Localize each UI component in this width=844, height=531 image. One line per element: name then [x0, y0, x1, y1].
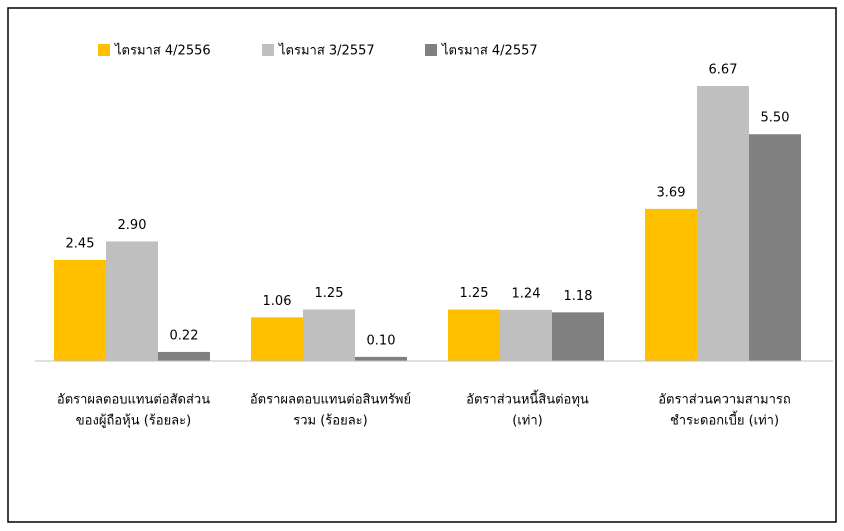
value-label: 0.10	[367, 333, 396, 348]
bar	[106, 241, 158, 361]
category-label: อัตราผลตอบแทนต่อสัดส่วน	[57, 393, 210, 408]
value-label: 1.25	[315, 286, 344, 301]
value-label: 1.25	[460, 286, 489, 301]
value-label: 3.69	[657, 185, 686, 200]
category-label: ชำระดอกเบี้ย (เท่า)	[670, 411, 779, 429]
legend-label: ไตรมาส 3/2557	[278, 43, 375, 59]
bar	[158, 351, 210, 361]
bar	[552, 312, 604, 361]
category-label: ของผู้ถือหุ้น (ร้อยละ)	[76, 413, 191, 429]
legend-swatch	[98, 44, 110, 56]
value-label: 5.50	[761, 111, 790, 126]
value-label: 1.24	[512, 286, 541, 301]
bar	[54, 259, 106, 361]
bar	[303, 309, 355, 361]
category-label: อัตราผลตอบแทนต่อสินทรัพย์	[250, 392, 411, 408]
value-label: 2.90	[118, 218, 147, 233]
bar	[500, 309, 552, 361]
value-label: 6.67	[709, 63, 738, 78]
legend-label: ไตรมาส 4/2557	[441, 43, 538, 59]
value-label: 1.06	[263, 294, 292, 309]
value-label: 1.18	[564, 289, 593, 304]
value-label: 0.22	[170, 328, 199, 343]
legend-label: ไตรมาส 4/2556	[114, 43, 211, 59]
bar	[697, 86, 749, 361]
category-label: (เท่า)	[512, 414, 542, 429]
bar	[645, 208, 697, 361]
category-label: อัตราส่วนหนี้สินต่อทุน	[466, 390, 589, 408]
legend-swatch	[262, 44, 274, 56]
category-label: รวม (ร้อยละ)	[293, 414, 367, 429]
bar	[448, 309, 500, 361]
bar	[251, 317, 303, 361]
bar	[749, 134, 801, 361]
value-label: 2.45	[66, 236, 95, 251]
legend-swatch	[425, 44, 437, 56]
bar	[355, 356, 407, 361]
category-label: อัตราส่วนความสามารถ	[658, 393, 790, 408]
